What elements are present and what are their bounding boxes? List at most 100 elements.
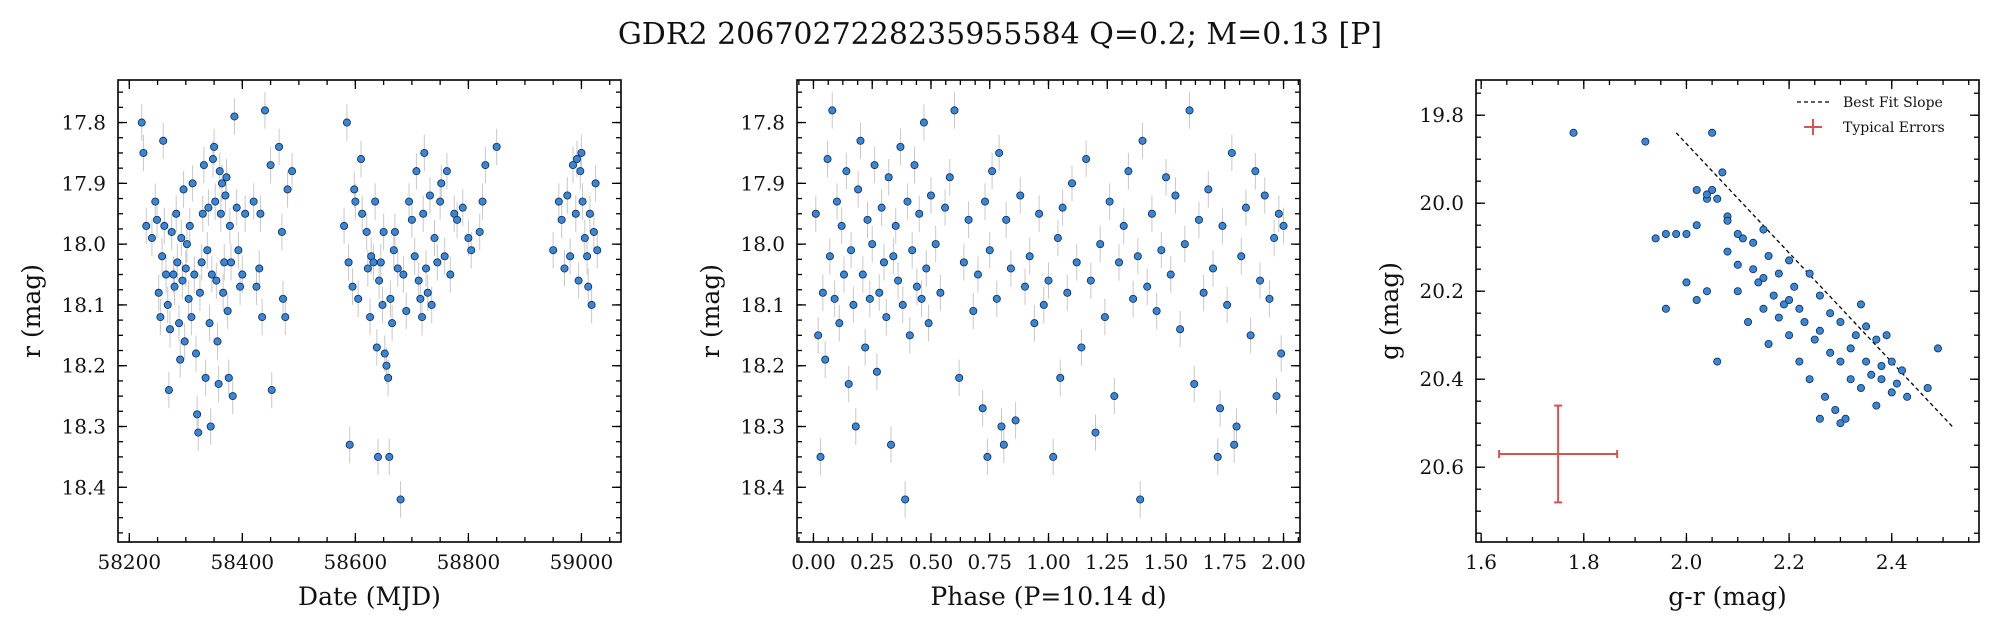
- data-point: [941, 203, 950, 212]
- data-point: [232, 203, 241, 212]
- data-point: [373, 452, 382, 461]
- data-point: [236, 282, 245, 291]
- data-point: [1661, 229, 1670, 238]
- data-point: [169, 270, 178, 279]
- data-point: [1779, 300, 1788, 309]
- data-point: [1020, 282, 1029, 291]
- data-point: [912, 282, 921, 291]
- y-tick-label: 17.8: [740, 111, 785, 135]
- data-point: [563, 191, 572, 200]
- data-point: [420, 148, 429, 157]
- data-point: [1851, 331, 1860, 340]
- data-point: [1270, 234, 1279, 243]
- x-axis-label: Date (MJD): [298, 582, 441, 611]
- data-point: [1831, 405, 1840, 414]
- data-point: [1805, 269, 1814, 278]
- data-point: [208, 155, 217, 164]
- data-point: [844, 379, 853, 388]
- data-point: [870, 161, 879, 170]
- data-point: [1190, 379, 1199, 388]
- data-point: [376, 258, 385, 267]
- data-point: [182, 240, 191, 249]
- data-point: [1733, 260, 1742, 269]
- data-point: [1836, 419, 1845, 428]
- data-point: [981, 197, 990, 206]
- data-point: [1759, 273, 1768, 282]
- data-point: [1143, 282, 1152, 291]
- data-point: [1738, 234, 1747, 243]
- data-point: [560, 264, 569, 273]
- data-point: [1692, 221, 1701, 230]
- data-point: [197, 258, 206, 267]
- data-point: [137, 118, 146, 127]
- data-point: [1892, 379, 1901, 388]
- data-point: [1277, 349, 1286, 358]
- data-point: [1856, 383, 1865, 392]
- data-point: [241, 209, 250, 218]
- data-point: [1836, 317, 1845, 326]
- data-point: [589, 227, 598, 236]
- data-point: [425, 191, 434, 200]
- data-point: [225, 221, 234, 230]
- x-tick-label: 0.25: [850, 550, 895, 574]
- data-point: [478, 197, 487, 206]
- data-point: [1708, 185, 1717, 194]
- data-point: [1887, 388, 1896, 397]
- data-point: [1872, 335, 1881, 344]
- data-point: [440, 252, 449, 261]
- data-point: [170, 282, 179, 291]
- x-tick-label: 2.00: [1261, 550, 1306, 574]
- data-point: [267, 386, 276, 395]
- best-fit-line: [1675, 132, 1954, 429]
- data-point: [823, 155, 832, 164]
- x-tick-label: 2.2: [1773, 550, 1805, 574]
- data-point: [363, 264, 372, 273]
- data-point: [227, 258, 236, 267]
- data-point: [1176, 325, 1185, 334]
- data-point: [1862, 357, 1871, 366]
- data-point: [568, 161, 577, 170]
- x-tick-label: 1.25: [1085, 550, 1130, 574]
- data-point: [1136, 495, 1145, 504]
- data-point: [163, 300, 172, 309]
- data-point: [1185, 106, 1194, 115]
- data-point: [162, 270, 171, 279]
- data-point: [1133, 252, 1142, 261]
- data-point: [1826, 309, 1835, 318]
- light-curve-panel: 58200 58400 58600 58800 59000 17.8 17.9 18.0 18.…: [17, 79, 622, 611]
- data-point: [467, 246, 476, 255]
- data-point: [1846, 344, 1855, 353]
- data-point: [964, 215, 973, 224]
- y-tick-label: 20.0: [1419, 191, 1464, 215]
- data-point: [1194, 215, 1203, 224]
- data-point: [222, 173, 231, 182]
- x-tick-label: 1.50: [1144, 550, 1189, 574]
- y-tick-label: 17.9: [61, 171, 106, 195]
- data-point: [973, 270, 982, 279]
- data-point: [414, 276, 423, 285]
- data-point: [1774, 269, 1783, 278]
- data-point: [160, 221, 169, 230]
- data-point: [1082, 155, 1091, 164]
- data-point: [1274, 209, 1283, 218]
- data-point: [1199, 288, 1208, 297]
- data-point: [1733, 287, 1742, 296]
- data-point: [351, 197, 360, 206]
- data-point: [362, 227, 371, 236]
- data-point: [1692, 295, 1701, 304]
- data-point: [1157, 246, 1166, 255]
- data-point: [475, 227, 484, 236]
- data-point: [180, 337, 189, 346]
- y-tick-label: 20.2: [1419, 279, 1464, 303]
- data-point: [1846, 375, 1855, 384]
- data-point: [1841, 414, 1850, 423]
- data-point: [1091, 428, 1100, 437]
- data-point: [1129, 294, 1138, 303]
- data-point: [283, 185, 292, 194]
- data-point: [950, 106, 959, 115]
- axes-frame: [796, 79, 1301, 543]
- data-point: [1661, 304, 1670, 313]
- data-point: [369, 258, 378, 267]
- data-point: [223, 306, 232, 315]
